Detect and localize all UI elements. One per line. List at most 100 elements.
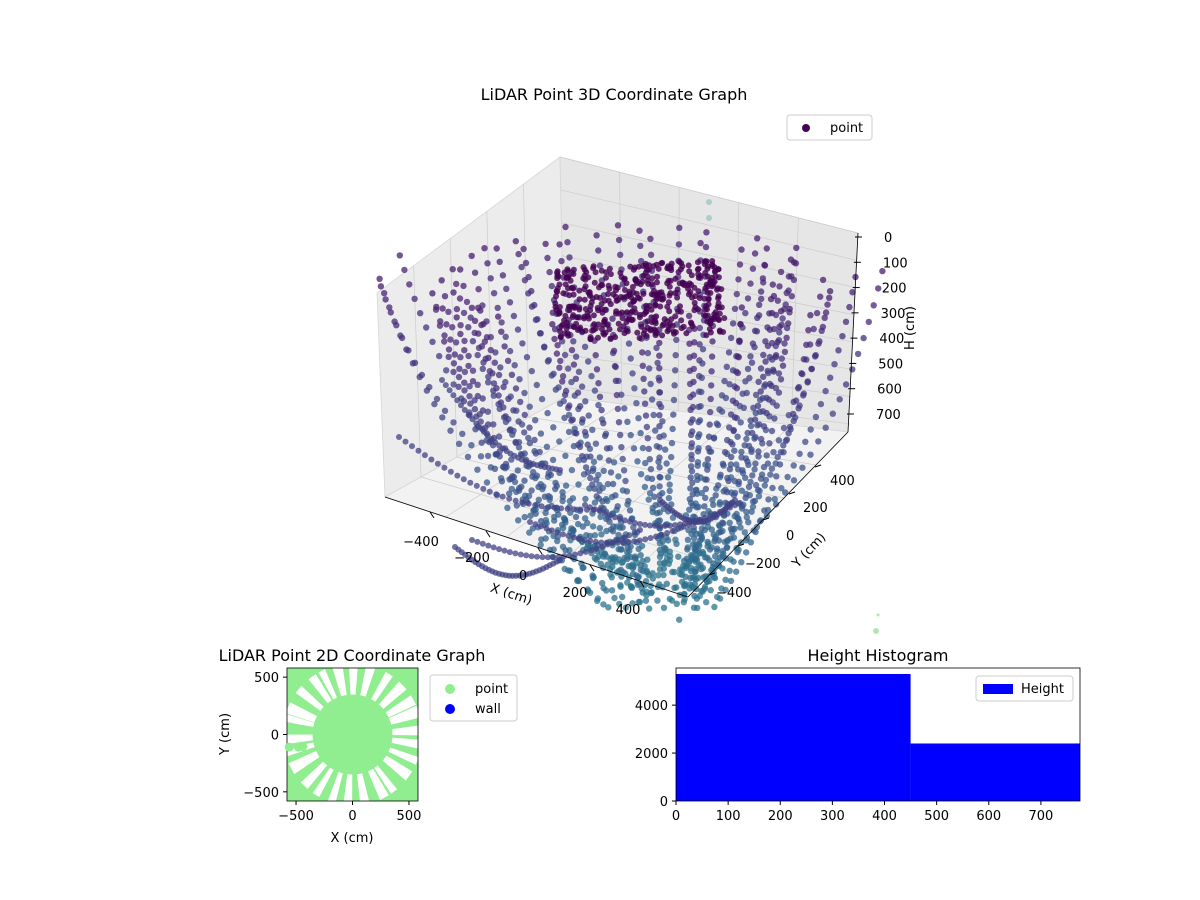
y-axis-label-2d: Y (cm) xyxy=(218,713,233,756)
lidar-point-3d xyxy=(795,383,803,391)
lidar-point-3d xyxy=(515,418,522,425)
lidar-point-3d xyxy=(692,304,699,311)
lidar-point-3d xyxy=(686,340,693,347)
lidar-point-3d xyxy=(629,370,636,377)
lidar-point-3d xyxy=(643,569,650,576)
lidar-point-3d xyxy=(731,414,738,421)
lidar-point-3d xyxy=(479,407,487,414)
frame-histogram xyxy=(675,667,1081,802)
lidar-point-3d xyxy=(648,475,656,482)
lidar-point-3d xyxy=(795,405,802,412)
lidar-point-3d xyxy=(517,551,524,558)
lidar-point-3d xyxy=(660,321,667,328)
lidar-point-3d xyxy=(790,410,797,418)
lidar-point-3d xyxy=(703,476,710,483)
lidar-point-3d xyxy=(687,474,694,481)
lidar-point-3d xyxy=(572,375,580,382)
lidar-point-3d xyxy=(532,450,540,457)
lidar-point-3d xyxy=(562,223,569,231)
z-tick-3d: 200 xyxy=(882,282,907,297)
lidar-point-3d xyxy=(624,418,631,425)
x-tick-3d: −400 xyxy=(403,535,439,550)
lidar-point-3d xyxy=(692,293,699,300)
lidar-point-3d xyxy=(595,334,601,341)
lidar-point-3d xyxy=(554,529,561,536)
lidar-point-3d xyxy=(512,385,520,392)
lidar-point-3d xyxy=(568,346,576,354)
lidar-point-3d xyxy=(727,334,735,342)
lidar-point-3d xyxy=(551,504,558,511)
lidar-point-3d xyxy=(743,514,750,521)
lidar-point-3d xyxy=(673,336,680,344)
lidar-point-3d xyxy=(532,316,540,324)
ticks-2d: −500 0 500 −500 0 500 xyxy=(243,671,421,824)
lidar-point-3d xyxy=(607,469,615,476)
lidar-point-3d xyxy=(568,417,575,424)
lidar-point-3d xyxy=(805,327,812,334)
lidar-point-3d xyxy=(707,395,714,403)
lidar-point-3d xyxy=(542,240,549,248)
lidar-point-3d xyxy=(557,328,563,335)
lidar-point-3d xyxy=(393,322,400,329)
lidar-point-3d xyxy=(723,488,731,496)
lidar-point-3d xyxy=(402,438,409,445)
lidar-point-3d xyxy=(581,343,589,350)
lidar-point-3d xyxy=(737,524,744,531)
lidar-point-3d xyxy=(664,530,671,536)
x-tick-3d: 200 xyxy=(563,586,588,601)
lidar-point-3d xyxy=(478,439,485,446)
lidar-point-3d xyxy=(703,578,711,585)
lidar-point-3d xyxy=(733,510,740,518)
lidar-point-3d xyxy=(642,597,650,604)
lidar-point-3d xyxy=(477,424,484,431)
lidar-point-3d xyxy=(725,477,732,485)
lidar-point-3d xyxy=(563,325,570,332)
lidar-point-3d xyxy=(723,363,730,370)
lidar-point-3d xyxy=(690,365,697,373)
lidar-point-3d xyxy=(575,481,582,488)
lidar-point-3d xyxy=(540,483,547,490)
lidar-point-3d xyxy=(755,453,762,460)
lidar-point-3d xyxy=(788,293,795,300)
outlier-point xyxy=(873,628,879,634)
x-ticks-3d: −400 −200 0 200 400 xyxy=(403,511,645,618)
lidar-point-3d xyxy=(598,539,605,546)
lidar-point-3d xyxy=(377,283,385,290)
lidar-point-3d xyxy=(577,506,584,513)
lidar-point-3d xyxy=(589,574,597,582)
lidar-point-3d xyxy=(706,326,713,332)
lidar-point-3d xyxy=(726,381,733,388)
y-tick-2d: −500 xyxy=(243,786,279,801)
lidar-point-3d xyxy=(739,390,746,397)
lidar-point-3d xyxy=(450,360,458,367)
lidar-point-3d xyxy=(683,564,690,572)
lidar-point-3d xyxy=(704,265,711,272)
gap-2d xyxy=(300,756,333,789)
lidar-point-3d xyxy=(487,464,495,471)
lidar-point-3d xyxy=(438,277,445,284)
lidar-point-3d xyxy=(600,601,607,608)
lidar-point-3d xyxy=(582,548,589,555)
lidar-point-3d xyxy=(596,454,603,461)
lidar-point-3d xyxy=(639,278,646,285)
lidar-point-3d xyxy=(694,259,701,266)
lidar-point-3d xyxy=(609,315,616,322)
lidar-point-3d xyxy=(614,284,621,291)
lidar-point-3d xyxy=(533,472,541,479)
lidar-point-3d xyxy=(688,467,696,475)
lidar-point-3d xyxy=(656,464,663,471)
lidar-point-3d xyxy=(703,599,710,606)
lidar-point-3d xyxy=(727,535,734,542)
lidar-point-3d xyxy=(638,257,645,265)
lidar-point-3d xyxy=(515,444,523,451)
lidar-point-3d xyxy=(730,558,737,565)
lidar-point-3d xyxy=(687,485,694,492)
lidar-point-3d xyxy=(763,245,770,252)
lidar-point-3d xyxy=(455,383,462,390)
lidar-point-3d xyxy=(637,471,645,478)
lidar-point-3d xyxy=(810,325,817,333)
lidar-point-3d xyxy=(758,435,765,443)
lidar-point-3d xyxy=(715,274,722,281)
lidar-point-3d xyxy=(592,352,599,359)
lidar-point-3d xyxy=(538,523,544,530)
